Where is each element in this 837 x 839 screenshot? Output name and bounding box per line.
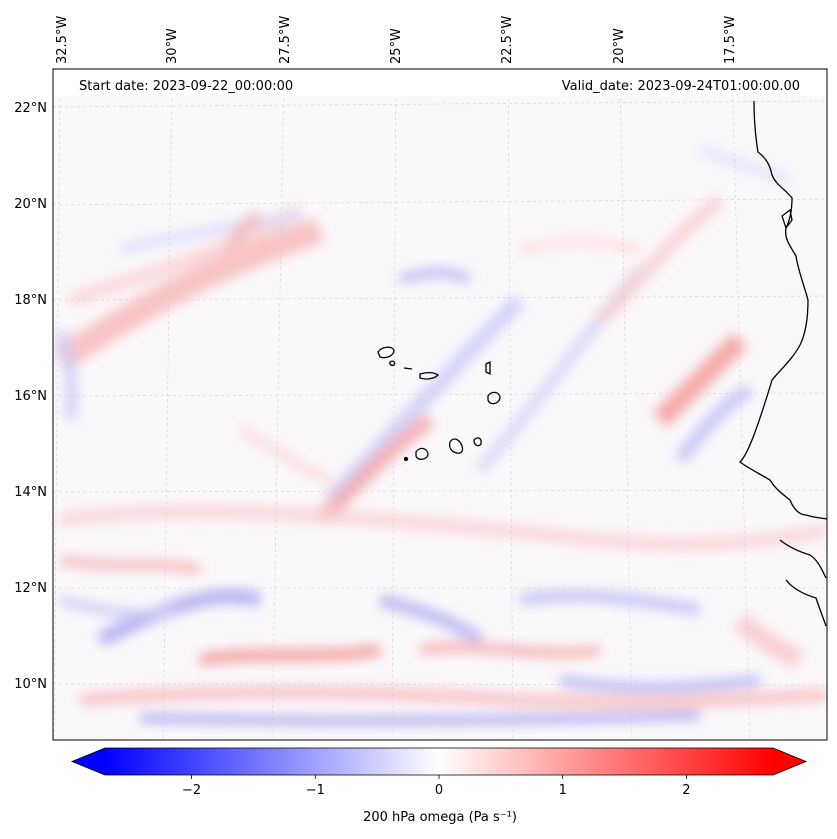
lon-label-27-5w: 27.5°W (278, 16, 293, 64)
colorbar-tick-label: −2 (182, 783, 201, 798)
lat-label-12n: 12°N (14, 581, 47, 596)
colorbar-ticks: −2 −1 0 1 2 (182, 775, 691, 798)
gridlines (53, 69, 827, 740)
colorbar-label: 200 hPa omega (Pa s⁻¹) (363, 810, 517, 825)
header-box (53, 69, 827, 96)
colorbar-tick-label: −1 (306, 783, 325, 798)
colorbar-outline (70, 747, 808, 776)
lat-label-18n: 18°N (14, 293, 47, 308)
colorbar-tick-label: 0 (435, 783, 443, 798)
lat-label-14n: 14°N (14, 485, 47, 500)
colorbar: −2 −1 0 1 2 200 hPa omega (Pa s⁻¹) (70, 747, 808, 825)
coastline (739, 100, 827, 627)
cape-verde-islands (377, 346, 501, 462)
lon-label-17-5w: 17.5°W (723, 16, 738, 64)
lat-label-16n: 16°N (14, 389, 47, 404)
colorbar-tick-label: 2 (682, 783, 690, 798)
start-date-text: Start date: 2023-09-22_00:00:00 (79, 79, 293, 94)
latitude-labels: 22°N 20°N 18°N 16°N 14°N 12°N 10°N (14, 101, 47, 692)
colorbar-tick-label: 1 (559, 783, 567, 798)
colorbar-low-extend (72, 748, 105, 775)
lat-label-22n: 22°N (14, 101, 47, 116)
lon-label-22-5w: 22.5°W (500, 16, 515, 64)
lon-label-20w: 20°W (612, 28, 627, 64)
omega-field (53, 145, 827, 725)
map-frame (52, 68, 828, 741)
map-panel: Start date: 2023-09-22_00:00:00 Valid_da… (52, 68, 828, 741)
map-background (53, 69, 827, 740)
lat-label-10n: 10°N (14, 677, 47, 692)
valid-date-text: Valid_date: 2023-09-24T01:00:00.00 (562, 79, 800, 94)
lat-label-20n: 20°N (14, 197, 47, 212)
colorbar-high-extend (773, 748, 806, 775)
lon-label-32-5w: 32.5°W (55, 16, 70, 64)
lon-label-25w: 25°W (389, 28, 404, 64)
lon-label-30w: 30°W (165, 28, 180, 64)
colorbar-body (105, 748, 773, 775)
longitude-labels: 32.5°W 30°W 27.5°W 25°W 22.5°W 20°W 17.5… (55, 16, 738, 64)
